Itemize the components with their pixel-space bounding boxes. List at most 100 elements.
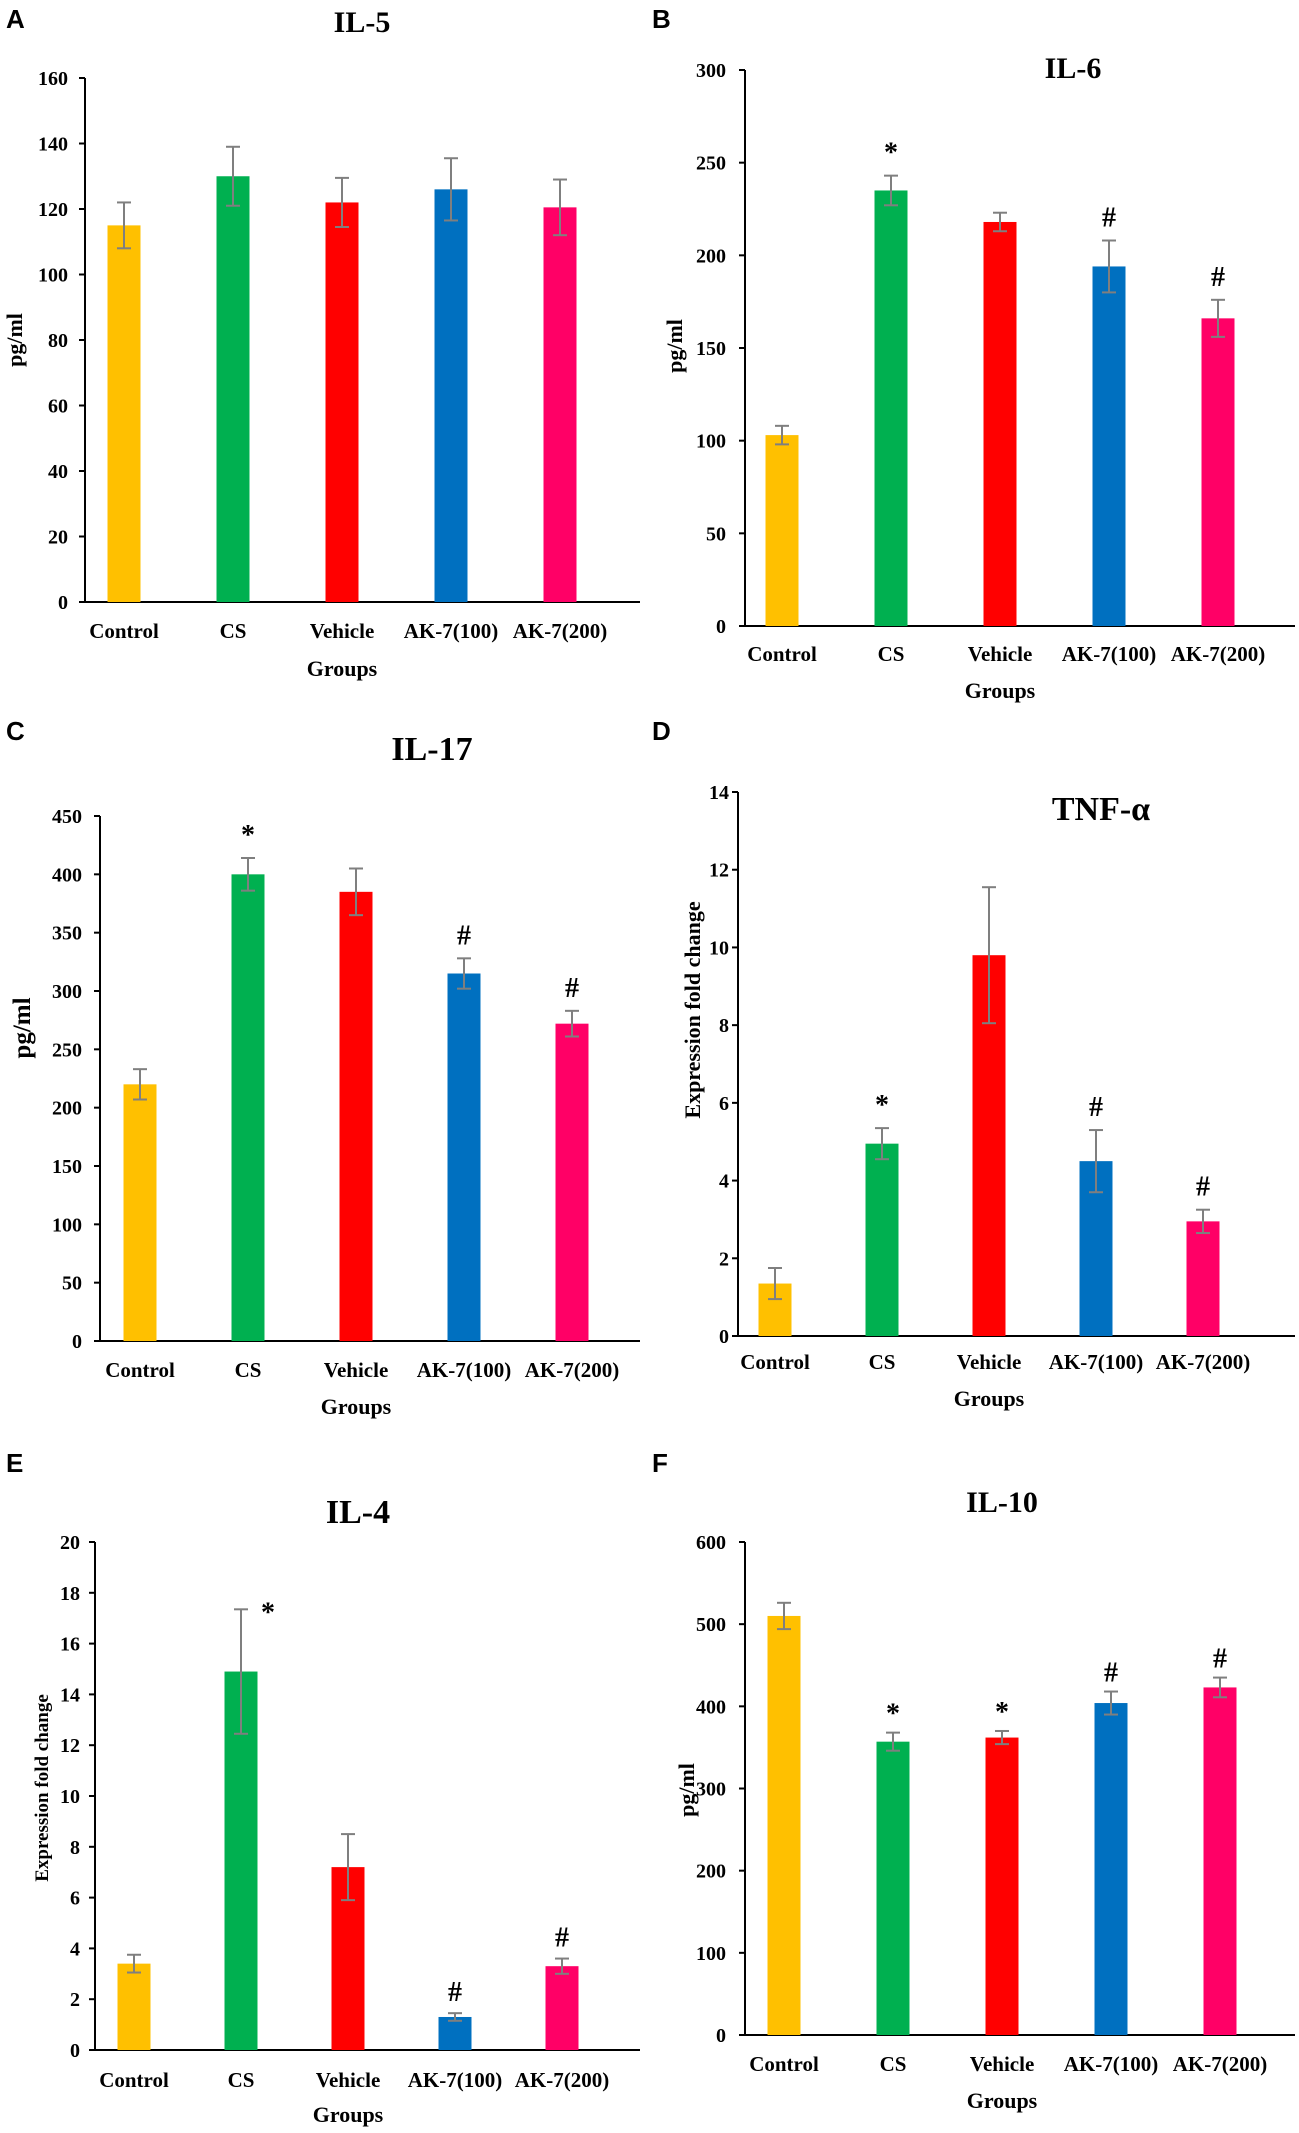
y-tick-label: 2 [719,1248,729,1270]
y-tick-label: 12 [709,860,729,882]
panel-letter: F [652,1448,668,1478]
bar-ak-7-200 [1186,1221,1220,1336]
y-tick-label: 350 [52,923,82,945]
significance-marker: * [884,138,898,169]
x-category-label: AK-7(200) [1156,1350,1250,1374]
x-category-label: AK-7(200) [513,619,607,643]
x-category-label: CS [220,619,247,643]
chart-title: IL-4 [326,1494,390,1531]
y-tick-label: 100 [52,1214,82,1236]
bar-ak-7-100 [447,973,481,1341]
x-category-label: AK-7(100) [417,1358,511,1382]
significance-marker: # [448,1977,462,2008]
y-tick-label: 6 [719,1093,729,1115]
y-axis-label: pg/ml [2,313,27,367]
significance-marker: * [875,1090,889,1121]
bar-vehicle [339,891,373,1341]
y-tick-label: 50 [706,523,726,545]
bar-vehicle [325,202,359,602]
y-tick-label: 200 [52,1098,82,1120]
y-tick-label: 20 [48,527,68,549]
x-axis-label: Groups [965,678,1036,703]
chart-panel-e: E IL-4 0 2 4 6 8 10 12 14 16 18 20 Expression fold ch… [6,1448,640,2127]
x-category-label: CS [880,2052,907,2076]
y-tick-label: 450 [52,806,82,828]
y-tick-label: 0 [58,592,68,614]
bar-ak-7-200 [543,207,577,603]
y-tick-label: 300 [52,981,82,1003]
significance-marker: * [995,1697,1009,1728]
y-tick-label: 0 [716,2025,726,2047]
x-category-label: Control [740,1350,810,1374]
bar-ak-7-200 [555,1023,589,1341]
y-tick-label: 250 [52,1039,82,1061]
chart-title: IL-10 [966,1486,1038,1519]
x-category-label: AK-7(100) [404,619,498,643]
x-axis-label: Groups [307,656,378,681]
chart-title: TNF-α [1052,791,1150,828]
bar-vehicle [983,221,1017,626]
bar-cs [865,1143,899,1336]
y-tick-label: 6 [70,1888,80,1910]
y-tick-label: 400 [52,864,82,886]
bar-ak-7-200 [1201,318,1235,626]
chart-title: IL-17 [391,731,472,768]
y-tick-label: 80 [48,330,68,352]
bar-cs [216,176,250,602]
x-category-label: AK-7(100) [1062,642,1156,666]
y-tick-label: 2 [70,1989,80,2011]
chart-panel-c: C IL-17 0 50 100 150 200 250 300 350 400 450 pg/ml Co… [6,716,640,1419]
x-category-label: Control [747,642,817,666]
y-tick-label: 14 [60,1684,80,1706]
x-category-label: Control [89,619,159,643]
significance-marker: # [1213,1644,1227,1675]
y-tick-label: 0 [719,1326,729,1348]
bar-ak-7-100 [434,189,468,602]
y-tick-label: 8 [70,1837,80,1859]
y-tick-label: 8 [719,1015,729,1037]
y-axis-label: Expression fold change [680,901,705,1118]
y-tick-label: 10 [709,937,729,959]
chart-panel-a: A IL-5 0 20 40 60 80 100 120 140 160 pg/ml Control CS… [2,4,640,681]
y-tick-label: 50 [62,1273,82,1295]
bar-ak-7-200 [1203,1687,1237,2035]
panel-letter: D [652,716,671,746]
panel-letter: A [6,4,25,34]
x-category-label: CS [235,1358,262,1382]
x-category-label: AK-7(100) [1064,2052,1158,2076]
y-axis-label: pg/ml [9,997,36,1058]
x-category-label: Control [105,1358,175,1382]
y-tick-label: 0 [70,2040,80,2062]
y-axis-label: pg/ml [662,319,687,373]
significance-marker: * [886,1699,900,1730]
x-category-label: AK-7(200) [515,2068,609,2092]
x-category-label: Control [99,2068,169,2092]
y-tick-label: 200 [696,245,726,267]
significance-marker: * [261,1597,275,1628]
y-tick-label: 40 [48,461,68,483]
x-category-label: Vehicle [310,619,375,643]
chart-panel-f: F IL-10 0 100 200 300 400 500 600 pg/ml Control * CS… [652,1448,1295,2113]
y-tick-label: 500 [696,1614,726,1636]
x-category-label: AK-7(200) [1173,2052,1267,2076]
bar-vehicle [985,1737,1019,2035]
chart-title: IL-5 [334,6,391,39]
y-tick-label: 10 [60,1786,80,1808]
panel-letter: B [652,4,671,34]
bar-ak-7-100 [1092,266,1126,626]
x-axis-label: Groups [967,2088,1038,2113]
bar-control [765,435,799,626]
significance-marker: # [555,1923,569,1954]
y-tick-label: 100 [696,431,726,453]
bar-control [767,1615,801,2035]
y-tick-label: 250 [696,153,726,175]
y-tick-label: 100 [38,265,68,287]
y-axis-label: pg/ml [674,1763,699,1817]
y-tick-label: 300 [696,1779,726,1801]
significance-marker: # [1211,262,1225,293]
chart-panel-d: D TNF-α 0 2 4 6 8 10 12 14 Expression fold change C… [652,716,1295,1411]
y-tick-label: 16 [60,1634,80,1656]
x-category-label: AK-7(200) [1171,642,1265,666]
y-tick-label: 150 [52,1156,82,1178]
x-axis-label: Groups [313,2102,384,2127]
